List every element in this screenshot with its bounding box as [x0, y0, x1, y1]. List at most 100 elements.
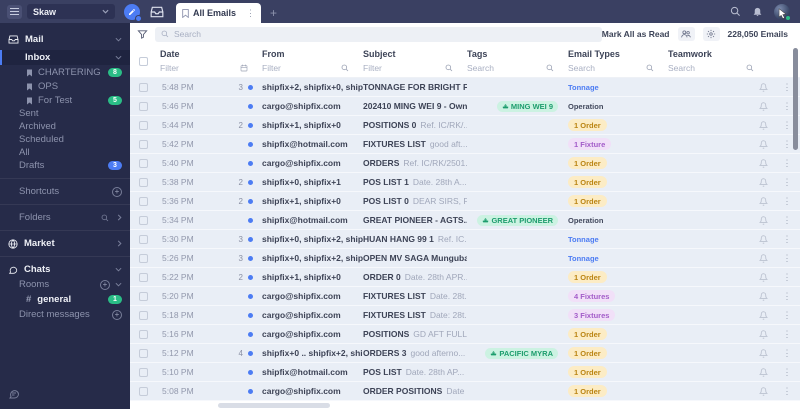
row-menu-icon[interactable]: ⋮	[782, 290, 792, 301]
row-menu-icon[interactable]: ⋮	[782, 100, 792, 111]
row-checkbox[interactable]	[139, 196, 148, 206]
row-menu-icon[interactable]: ⋮	[782, 271, 792, 282]
column-filter-input[interactable]: Search	[668, 63, 754, 73]
row-menu-icon[interactable]: ⋮	[782, 385, 792, 396]
email-row[interactable]: 5:48 PM 3 shipfix+2, shipfix+0, shipfi..…	[130, 78, 800, 97]
row-checkbox[interactable]	[139, 158, 148, 168]
row-menu-icon[interactable]: ⋮	[782, 157, 792, 168]
email-row[interactable]: 5:12 PM 4 shipfix+0 .. shipfix+2, shipf.…	[130, 344, 800, 363]
snooze-bell-icon[interactable]	[752, 386, 774, 396]
row-checkbox[interactable]	[139, 253, 148, 263]
feedback-bubble-icon[interactable]	[8, 388, 20, 403]
assign-users-icon[interactable]	[677, 27, 695, 41]
sidebar-room-general[interactable]: # general 1	[0, 293, 130, 306]
compose-button[interactable]	[124, 3, 142, 22]
row-checkbox[interactable]	[139, 291, 148, 301]
sidebar-pinned-view[interactable]: For Test 5	[0, 94, 130, 107]
new-tab-button[interactable]: +	[270, 6, 278, 20]
email-row[interactable]: 5:30 PM 3 shipfix+0, shipfix+2, shipfi..…	[130, 230, 800, 249]
sidebar-section-market[interactable]: Market	[0, 237, 130, 250]
email-row[interactable]: 5:38 PM 2 shipfix+0, shipfix+1 POS LIST …	[130, 173, 800, 192]
email-row[interactable]: 5:44 PM 2 shipfix+1, shipfix+0 POSITIONS…	[130, 116, 800, 135]
row-checkbox[interactable]	[139, 310, 148, 320]
row-checkbox[interactable]	[139, 139, 148, 149]
row-menu-icon[interactable]: ⋮	[782, 366, 792, 377]
sidebar-item-folders[interactable]: Folders	[0, 211, 130, 224]
email-row[interactable]: 5:08 PM cargo@shipfix.com ORDER POSITION…	[130, 382, 800, 401]
email-row[interactable]: 5:46 PM cargo@shipfix.com 202410 MING WE…	[130, 97, 800, 116]
search-icon[interactable]	[101, 214, 109, 222]
row-menu-icon[interactable]: ⋮	[782, 195, 792, 206]
row-menu-icon[interactable]: ⋮	[782, 347, 792, 358]
snooze-bell-icon[interactable]	[752, 158, 774, 168]
sidebar-section-mail[interactable]: Mail	[0, 33, 130, 46]
email-row[interactable]: 5:34 PM shipfix@hotmail.com GREAT PIONEE…	[130, 211, 800, 230]
add-room-icon[interactable]: +	[100, 279, 110, 290]
snooze-bell-icon[interactable]	[752, 253, 774, 263]
mailbox-icon[interactable]	[150, 6, 164, 18]
row-menu-icon[interactable]: ⋮	[782, 233, 792, 244]
snooze-bell-icon[interactable]	[752, 215, 774, 225]
sidebar-item-direct-messages[interactable]: Direct messages +	[0, 308, 130, 321]
select-all-checkbox[interactable]	[139, 57, 148, 66]
row-checkbox[interactable]	[139, 234, 148, 244]
row-checkbox[interactable]	[139, 348, 148, 358]
snooze-bell-icon[interactable]	[752, 234, 774, 244]
user-avatar[interactable]	[774, 3, 791, 21]
snooze-bell-icon[interactable]	[752, 139, 774, 149]
sidebar-mail-item[interactable]: Scheduled	[19, 134, 64, 145]
snooze-bell-icon[interactable]	[752, 310, 774, 320]
email-row[interactable]: 5:36 PM 2 shipfix+1, shipfix+0 POS LIST …	[130, 192, 800, 211]
row-checkbox[interactable]	[139, 101, 148, 111]
sidebar-section-chats[interactable]: Chats	[0, 263, 130, 276]
sidebar-mail-item[interactable]: Archived	[19, 121, 56, 132]
row-checkbox[interactable]	[139, 215, 148, 225]
filter-funnel-icon[interactable]	[137, 29, 148, 40]
snooze-bell-icon[interactable]	[752, 120, 774, 130]
hamburger-menu-icon[interactable]	[7, 4, 22, 19]
column-filter-input[interactable]: Filter	[160, 63, 248, 73]
vertical-scrollbar[interactable]	[793, 48, 798, 150]
row-checkbox[interactable]	[139, 82, 148, 92]
row-checkbox[interactable]	[139, 367, 148, 377]
sidebar-pinned-view[interactable]: OPS	[0, 80, 130, 93]
snooze-bell-icon[interactable]	[752, 82, 774, 92]
add-direct-message-icon[interactable]: +	[112, 309, 122, 320]
row-checkbox[interactable]	[139, 386, 148, 396]
row-menu-icon[interactable]: ⋮	[782, 119, 792, 130]
email-row[interactable]: 5:22 PM 2 shipfix+1, shipfix+0 ORDER 0 D…	[130, 268, 800, 287]
sidebar-item-rooms[interactable]: Rooms +	[0, 278, 130, 291]
horizontal-scrollbar[interactable]	[218, 403, 330, 408]
row-menu-icon[interactable]: ⋮	[782, 328, 792, 339]
row-checkbox[interactable]	[139, 272, 148, 282]
mark-all-as-read-button[interactable]: Mark All as Read	[601, 29, 670, 39]
snooze-bell-icon[interactable]	[752, 329, 774, 339]
email-row[interactable]: 5:16 PM cargo@shipfix.com POSITIONS GD A…	[130, 325, 800, 344]
sidebar-mail-item[interactable]: All	[19, 147, 30, 158]
workspace-selector[interactable]: Skaw	[27, 4, 115, 19]
snooze-bell-icon[interactable]	[752, 291, 774, 301]
row-menu-icon[interactable]: ⋮	[782, 81, 792, 92]
global-search-icon[interactable]	[730, 6, 741, 17]
snooze-bell-icon[interactable]	[752, 272, 774, 282]
email-row[interactable]: 5:42 PM shipfix@hotmail.com FIXTURES LIS…	[130, 135, 800, 154]
snooze-bell-icon[interactable]	[752, 196, 774, 206]
snooze-bell-icon[interactable]	[752, 101, 774, 111]
notifications-bell-icon[interactable]	[752, 6, 763, 17]
email-row[interactable]: 5:26 PM 3 shipfix+0, shipfix+2, shipfi..…	[130, 249, 800, 268]
row-checkbox[interactable]	[139, 120, 148, 130]
tab-all-emails[interactable]: All Emails ⋮	[176, 3, 262, 23]
sidebar-pinned-view[interactable]: CHARTERING 8	[0, 66, 130, 79]
add-shortcut-icon[interactable]: +	[112, 186, 122, 197]
row-checkbox[interactable]	[139, 329, 148, 339]
snooze-bell-icon[interactable]	[752, 367, 774, 377]
column-filter-input[interactable]: Filter	[363, 63, 453, 73]
sidebar-mail-item[interactable]: Drafts 3	[0, 159, 130, 172]
row-menu-icon[interactable]: ⋮	[782, 176, 792, 187]
row-menu-icon[interactable]: ⋮	[782, 309, 792, 320]
email-row[interactable]: 5:40 PM cargo@shipfix.com ORDERS Ref. IC…	[130, 154, 800, 173]
snooze-bell-icon[interactable]	[752, 348, 774, 358]
column-filter-input[interactable]: Search	[467, 63, 554, 73]
row-menu-icon[interactable]: ⋮	[782, 252, 792, 263]
email-row[interactable]: 5:20 PM cargo@shipfix.com FIXTURES LIST …	[130, 287, 800, 306]
